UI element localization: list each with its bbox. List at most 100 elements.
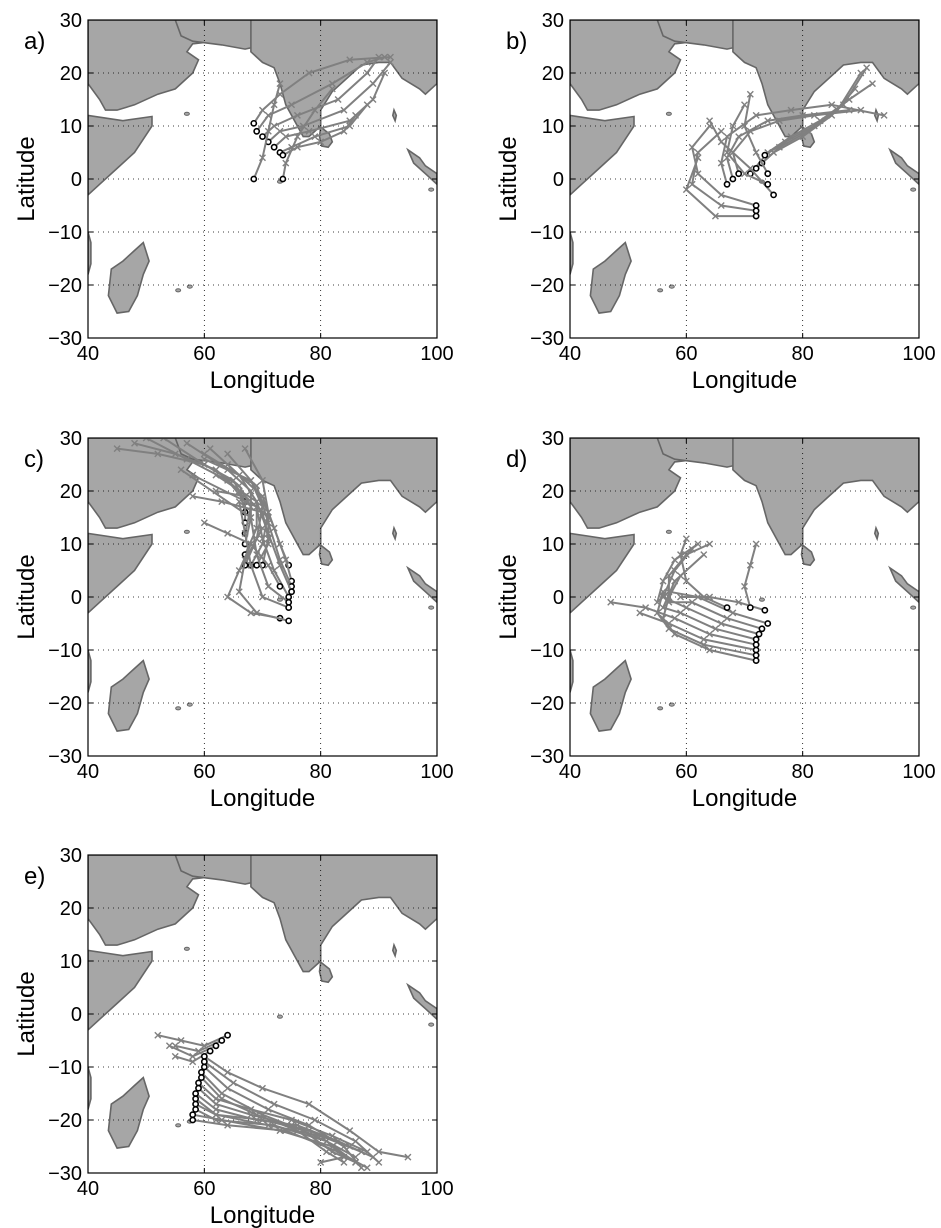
trajectory-x-marker: [717, 620, 725, 627]
trajectory-x-marker: [259, 593, 266, 601]
trajectory-x-marker: [369, 96, 377, 103]
trajectory-x-marker: [653, 609, 661, 617]
trajectory-x-marker: [247, 609, 255, 617]
trajectory-line: [685, 157, 757, 218]
trajectory-x-marker: [706, 117, 714, 125]
trajectory-start-marker: [192, 1106, 200, 1113]
trajectory-line: [662, 548, 760, 636]
landmass-4: [318, 543, 334, 567]
trajectory-x-marker: [241, 445, 249, 453]
trajectory-x-marker: [206, 445, 214, 453]
y-tick-label: −30: [530, 746, 564, 768]
y-tick-label: −10: [48, 640, 82, 662]
trajectory-x-marker: [375, 53, 383, 61]
trajectory-x-marker: [729, 609, 737, 617]
trajectory-x-marker: [717, 202, 725, 209]
trajectory-x-marker: [810, 111, 818, 119]
trajectory-x-marker: [711, 625, 719, 633]
trajectory-start-marker: [752, 164, 760, 172]
trajectory-x-marker: [381, 69, 389, 77]
trajectory-start-marker: [755, 630, 763, 638]
x-tick-label: 100: [420, 343, 453, 365]
y-tick-label: 20: [60, 63, 82, 85]
trajectory-start-marker: [218, 1037, 226, 1044]
trajectory-x-marker: [375, 1158, 383, 1166]
trajectory-start-marker: [198, 1074, 205, 1081]
trajectory-x-marker: [189, 492, 197, 500]
trajectory-start-marker: [764, 620, 772, 627]
trajectory-x-marker: [259, 476, 266, 484]
trajectory-x-marker: [264, 561, 272, 569]
island-4: [428, 187, 435, 192]
trajectory-x-marker: [839, 101, 847, 109]
trajectory-x-marker: [311, 106, 319, 114]
trajectory-x-marker: [264, 529, 272, 537]
trajectory-x-marker: [706, 540, 714, 548]
landmass-7: [391, 942, 398, 959]
y-tick-label: −10: [48, 1057, 82, 1079]
y-tick-label: −20: [48, 275, 82, 297]
trajectory-x-marker: [741, 170, 748, 178]
y-tick-label: 10: [542, 116, 564, 138]
trajectory-x-marker: [224, 1121, 232, 1129]
trajectory-x-marker: [131, 439, 139, 447]
trajectory-start-marker: [270, 143, 278, 151]
trajectory-x-marker: [212, 1111, 220, 1119]
panel-label: b): [506, 28, 527, 55]
landmass-5: [589, 241, 632, 314]
trajectory-x-marker: [787, 106, 795, 114]
trajectory-x-marker: [328, 85, 336, 93]
trajectory-x-marker: [154, 1031, 162, 1039]
trajectory-x-marker: [880, 111, 888, 119]
island-1: [668, 284, 675, 289]
trajectory-x-marker: [706, 122, 714, 130]
x-tick-label: 80: [792, 761, 814, 783]
x-axis-title: Longitude: [692, 785, 797, 812]
y-tick-label: −20: [48, 1110, 82, 1132]
trajectory-x-marker: [642, 604, 650, 612]
x-tick-label: 80: [792, 343, 814, 365]
trajectory-x-marker: [717, 138, 725, 146]
trajectory-x-marker: [253, 482, 261, 490]
trajectory-x-marker: [357, 1148, 365, 1156]
trajectory-x-marker: [677, 572, 685, 580]
y-tick-label: 30: [542, 428, 564, 450]
trajectory-x-marker: [735, 598, 743, 606]
trajectory-x-marker: [247, 1111, 255, 1119]
panel-label: e): [24, 863, 45, 890]
trajectory-x-marker: [688, 545, 696, 553]
landmass-4: [318, 125, 334, 149]
trajectory-x-marker: [746, 164, 754, 172]
island-1: [186, 284, 193, 289]
x-axis-title: Longitude: [210, 1202, 315, 1228]
landmass-6: [888, 147, 919, 186]
y-tick-label: 10: [60, 116, 82, 138]
panel-label: a): [24, 28, 45, 55]
y-tick-label: 30: [60, 845, 82, 867]
panel-label: d): [506, 446, 527, 473]
trajectory-x-marker: [264, 1105, 272, 1113]
trajectory-start-marker: [250, 119, 258, 127]
trajectory-x-marker: [677, 609, 685, 617]
trajectory-x-marker: [154, 450, 162, 458]
y-tick-label: 0: [71, 1004, 82, 1026]
trajectory-start-marker: [200, 1063, 208, 1071]
island-2: [183, 111, 190, 116]
trajectory-x-marker: [671, 630, 679, 638]
y-tick-label: 20: [60, 898, 82, 920]
trajectory-start-marker: [764, 170, 772, 178]
trajectory-x-marker: [711, 212, 719, 220]
trajectory-line: [639, 611, 757, 651]
trajectory-x-marker: [165, 1042, 173, 1050]
trajectory-x-marker: [200, 450, 208, 458]
trajectory-start-marker: [253, 561, 261, 569]
landmass-8: [88, 649, 92, 693]
landmass-6: [888, 565, 919, 604]
trajectory-x-marker: [700, 551, 708, 559]
trajectory-start-marker: [195, 1079, 202, 1087]
island-4: [428, 1022, 435, 1027]
landmass-5: [107, 241, 150, 314]
trajectory-start-marker: [189, 1111, 197, 1119]
x-tick-label: 40: [77, 1178, 99, 1200]
